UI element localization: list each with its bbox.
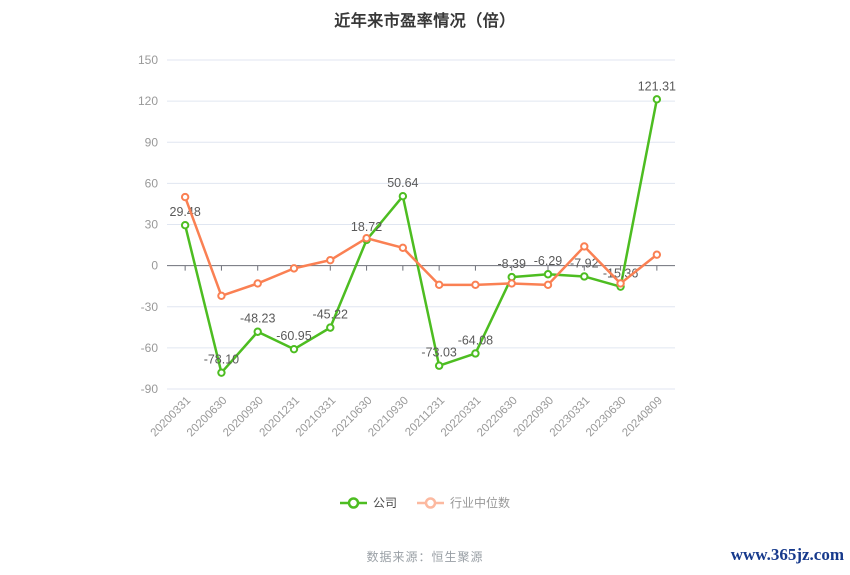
company-value-label: -6.29 — [534, 254, 563, 268]
y-axis-tick-label: -30 — [141, 300, 159, 314]
industry-median-point[interactable] — [543, 280, 553, 290]
industry-median-point[interactable] — [289, 264, 299, 273]
industry-median-point[interactable] — [507, 279, 516, 288]
data-source-label: 数据来源：恒生聚源 — [366, 550, 484, 564]
x-axis-category-label: 20240809 — [620, 395, 665, 440]
legend-label: 行业中位数 — [450, 496, 511, 510]
industry-median-point[interactable] — [253, 279, 262, 288]
company-point[interactable] — [326, 323, 335, 332]
y-axis-tick-label: 30 — [145, 218, 159, 232]
company-value-label: -60.95 — [276, 329, 311, 343]
y-axis-tick-label: 60 — [145, 176, 159, 190]
y-axis-tick-label: 90 — [145, 135, 159, 149]
legend-marker-industry-median-icon — [417, 496, 444, 509]
company-value-label: -8.39 — [497, 257, 526, 271]
company-value-label: -78.10 — [204, 353, 239, 367]
company-line — [183, 98, 659, 374]
company-value-label: -48.23 — [240, 312, 275, 326]
company-value-label: -64.08 — [458, 333, 493, 347]
industry-median-point[interactable] — [217, 291, 226, 300]
industry-median-point[interactable] — [616, 279, 625, 288]
line-chart-canvas: 1501209060300-30-60-90202003312020063020… — [138, 53, 676, 440]
legend-marker-company-icon — [339, 496, 367, 509]
chart-title: 近年来市盈率情况（倍） — [334, 13, 516, 30]
y-axis-tick-label: 120 — [138, 94, 158, 108]
legend-label: 公司 — [372, 496, 397, 510]
company-value-label: -7.92 — [570, 256, 599, 270]
industry-median-point[interactable] — [326, 255, 335, 265]
industry-median-point[interactable] — [362, 234, 371, 243]
chart-legend: 公司 行业中位数 — [0, 494, 850, 511]
company-value-label: -73.03 — [421, 346, 456, 360]
industry-median-point[interactable] — [471, 280, 480, 290]
legend-item-company[interactable]: 公司 — [339, 494, 397, 511]
company-value-label: -45.22 — [313, 308, 348, 322]
company-point[interactable] — [652, 95, 662, 104]
y-axis-tick-label: 0 — [151, 259, 158, 273]
industry-median-point[interactable] — [580, 242, 589, 251]
y-axis-tick-label: -90 — [141, 382, 159, 396]
y-axis-tick-label: 150 — [138, 53, 158, 67]
company-point[interactable] — [471, 349, 480, 358]
company-point[interactable] — [543, 270, 553, 279]
industry-median-point[interactable] — [434, 280, 444, 290]
company-point[interactable] — [253, 327, 262, 336]
company-point[interactable] — [180, 221, 190, 230]
industry-median-point[interactable] — [398, 243, 408, 253]
company-value-label: 18.72 — [351, 220, 382, 234]
company-point[interactable] — [217, 368, 226, 377]
company-point[interactable] — [398, 192, 408, 201]
company-value-label: 121.31 — [638, 79, 676, 93]
company-point[interactable] — [289, 344, 299, 354]
industry-median-point[interactable] — [652, 250, 662, 259]
company-value-label: 50.64 — [387, 176, 418, 190]
industry-median-point[interactable] — [180, 192, 190, 202]
company-value-label: 29.48 — [170, 205, 201, 219]
company-point[interactable] — [580, 272, 589, 281]
industry-median-line — [183, 195, 659, 298]
legend-item-industry-median[interactable]: 行业中位数 — [417, 494, 510, 511]
y-axis-tick-label: -60 — [141, 341, 159, 355]
site-watermark-link[interactable]: www.365jz.com — [730, 545, 844, 564]
company-point[interactable] — [434, 361, 444, 370]
